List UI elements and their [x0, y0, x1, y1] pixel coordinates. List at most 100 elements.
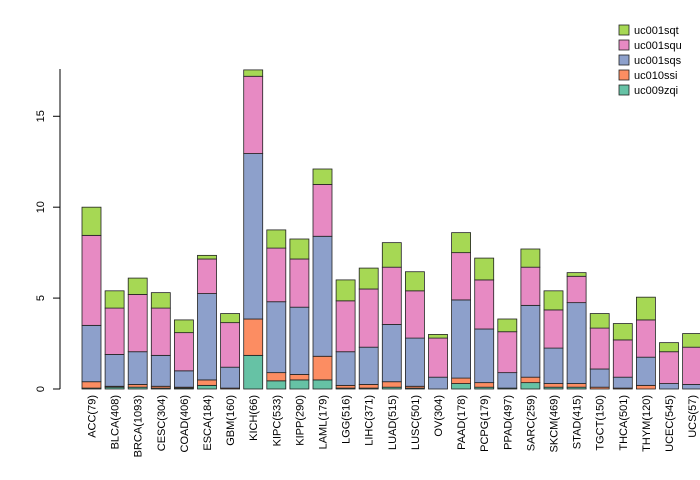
bar-esca-uc001sqs — [197, 293, 217, 381]
bars-group — [81, 69, 700, 390]
bar-pcpg-uc001squ — [474, 279, 495, 330]
legend-swatch-uc001sqt — [618, 24, 630, 36]
x-category-label: KIPC(533) — [271, 395, 283, 446]
bar-kich-uc001sqs — [243, 153, 264, 320]
bar-thca-uc001sqs — [612, 376, 633, 389]
bar-blca-uc001sqt — [104, 290, 125, 309]
bar-lihc-uc001squ — [358, 288, 379, 348]
x-category-label: KICH(66) — [248, 395, 260, 441]
bar-thym-uc001squ — [636, 319, 656, 358]
x-category-label: UCEC(545) — [664, 395, 676, 452]
bar-coad-uc001sqt — [173, 319, 194, 334]
x-category-label: LGG(516) — [341, 395, 353, 444]
x-category-label: LIHC(371) — [364, 395, 376, 446]
bar-acc-uc001squ — [81, 234, 102, 326]
bar-stad-uc001squ — [566, 275, 587, 304]
bar-brca-uc001sqs — [127, 351, 148, 385]
bar-kipp-uc009zqi — [289, 379, 310, 390]
bar-lgg-uc001sqs — [335, 351, 356, 386]
bar-paad-uc001sqt — [451, 232, 472, 254]
bar-kipc-uc001squ — [266, 247, 287, 303]
bar-paad-uc010ssi — [451, 377, 472, 384]
x-category-label: KIPP(290) — [294, 395, 306, 446]
bar-ucs-uc001sqs — [682, 384, 700, 390]
bar-luad-uc001sqt — [381, 242, 402, 268]
x-category-label: OV(304) — [433, 395, 445, 437]
bar-ucec-uc001sqs — [659, 383, 679, 390]
x-category-label: PPAD(497) — [502, 395, 514, 450]
bar-pcpg-uc001sqt — [474, 257, 495, 281]
bar-gbm-uc001squ — [220, 322, 241, 368]
bar-kipp-uc001sqs — [289, 306, 310, 375]
bar-sarc-uc001sqs — [520, 304, 541, 378]
bar-kich-uc010ssi — [243, 318, 264, 356]
bar-paad-uc001sqs — [451, 299, 472, 379]
bar-ov-uc001sqt — [428, 334, 448, 339]
bar-ucec-uc001squ — [659, 351, 679, 384]
bar-lusc-uc001sqt — [404, 271, 425, 292]
bar-lihc-uc010ssi — [358, 384, 379, 389]
y-tick-label: 0 — [35, 386, 47, 392]
legend-swatch-uc009zqi — [618, 84, 630, 96]
x-category-label: LAML(179) — [318, 395, 330, 449]
legend: uc001sqt uc001squ uc001sqs uc010ssi uc009zqi — [618, 24, 682, 97]
bar-esca-uc001squ — [197, 258, 217, 294]
bar-luad-uc001squ — [381, 266, 402, 325]
bar-stad-uc001sqs — [566, 302, 587, 384]
bar-ucec-uc001sqt — [659, 342, 679, 353]
bar-ppad-uc001squ — [497, 331, 518, 374]
legend-label-uc009zqi: uc009zqi — [634, 85, 678, 97]
x-category-label: STAD(415) — [572, 395, 584, 449]
bar-brca-uc001sqt — [127, 277, 148, 295]
x-axis-labels: ACC(79) BLCA(408) BRCA(1093) CESC(304) COAD(… — [87, 395, 700, 457]
bar-skcm-uc001sqs — [543, 347, 564, 384]
bar-thca-uc001sqt — [612, 323, 633, 341]
bar-cesc-uc001sqs — [150, 354, 171, 387]
bar-laml-uc001squ — [312, 184, 333, 237]
x-category-label: COAD(406) — [179, 395, 191, 452]
bar-thca-uc001squ — [612, 339, 633, 378]
bar-luad-uc010ssi — [381, 381, 402, 388]
x-category-label: SARC(259) — [525, 395, 537, 451]
bar-kipp-uc001squ — [289, 258, 310, 308]
bar-ov-uc001squ — [428, 337, 448, 378]
bar-thym-uc001sqt — [636, 296, 656, 321]
bar-esca-uc009zqi — [197, 384, 217, 390]
bar-lihc-uc001sqt — [358, 267, 379, 290]
bar-ucs-uc001sqt — [682, 333, 700, 348]
bar-acc-uc010ssi — [81, 381, 102, 389]
bar-stad-uc010ssi — [566, 383, 587, 388]
bar-laml-uc001sqs — [312, 235, 333, 357]
bar-coad-uc001squ — [173, 332, 194, 372]
bar-lgg-uc001sqt — [335, 279, 356, 302]
bar-coad-uc001sqs — [173, 370, 194, 388]
legend-swatch-uc010ssi — [618, 69, 630, 81]
bar-kipc-uc001sqt — [266, 229, 287, 249]
bar-lgg-uc001squ — [335, 300, 356, 353]
x-category-label: LUAD(515) — [387, 395, 399, 450]
y-tick-label: 10 — [35, 201, 47, 213]
bar-kipp-uc001sqt — [289, 238, 310, 260]
bar-cesc-uc001squ — [150, 307, 171, 356]
x-category-label: THCA(501) — [618, 395, 630, 451]
bar-tgct-uc001squ — [589, 327, 610, 370]
bar-acc-uc001sqs — [81, 324, 102, 383]
bar-skcm-uc001squ — [543, 309, 564, 349]
bar-sarc-uc010ssi — [520, 376, 541, 384]
bar-ov-uc001sqs — [428, 376, 448, 390]
x-category-label: BRCA(1093) — [133, 395, 145, 457]
x-category-label: PAAD(178) — [456, 395, 468, 450]
bar-sarc-uc009zqi — [520, 382, 541, 390]
x-category-label: CESC(304) — [156, 395, 168, 451]
legend-swatch-uc001sqs — [618, 54, 630, 66]
x-category-label: TGCT(150) — [595, 395, 607, 451]
bar-skcm-uc001sqt — [543, 290, 564, 311]
x-category-label: THYM(120) — [641, 395, 653, 452]
bar-kich-uc009zqi — [243, 354, 264, 390]
x-category-label: UCS(57) — [687, 395, 699, 438]
bar-skcm-uc010ssi — [543, 383, 564, 388]
x-category-label: SKCM(469) — [549, 395, 561, 452]
bar-ppad-uc001sqt — [497, 318, 518, 333]
bar-gbm-uc001sqs — [220, 366, 241, 389]
